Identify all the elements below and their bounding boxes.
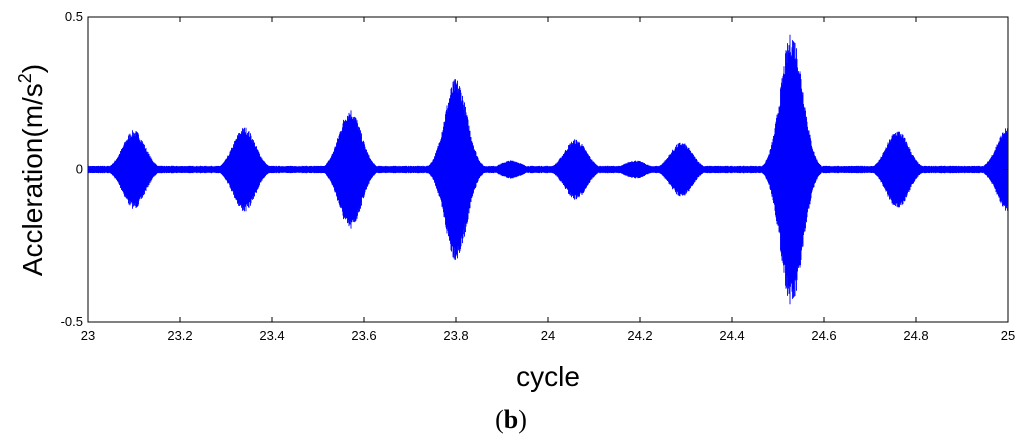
subfigure-letter: b [504,405,518,434]
y-tick-label: 0 [76,162,83,177]
subfigure-label: (b) [495,405,527,434]
x-tick-label: 24.6 [811,328,836,343]
x-tick-label: 24.8 [903,328,928,343]
x-axis-title: cycle [516,361,580,392]
subfigure-close-paren: ) [518,405,527,434]
y-axis-title: Accleration(m/s2) [15,64,48,276]
x-tick-label: 23.4 [259,328,284,343]
y-axis-title-main: Accleration(m/s [17,83,48,276]
y-axis-title-superscript: 2 [15,73,35,83]
x-tick-label: 25 [1001,328,1015,343]
y-axis-title-close: ) [17,64,48,73]
x-tick-label: 23.2 [167,328,192,343]
x-tick-label: 23.6 [351,328,376,343]
y-axis: 0.5 0 -0.5 [61,9,1008,329]
x-tick-label: 24 [541,328,555,343]
x-tick-label: 23 [81,328,95,343]
x-axis: 23 23.2 23.4 23.6 23.8 24 24.2 24.4 24.6 24.8 25 [81,17,1015,343]
x-tick-label: 24.4 [719,328,744,343]
x-tick-label: 23.8 [443,328,468,343]
subfigure-open-paren: ( [495,405,504,434]
y-tick-label: 0.5 [65,9,83,24]
y-tick-label: -0.5 [61,314,83,329]
x-tick-label: 24.2 [627,328,652,343]
